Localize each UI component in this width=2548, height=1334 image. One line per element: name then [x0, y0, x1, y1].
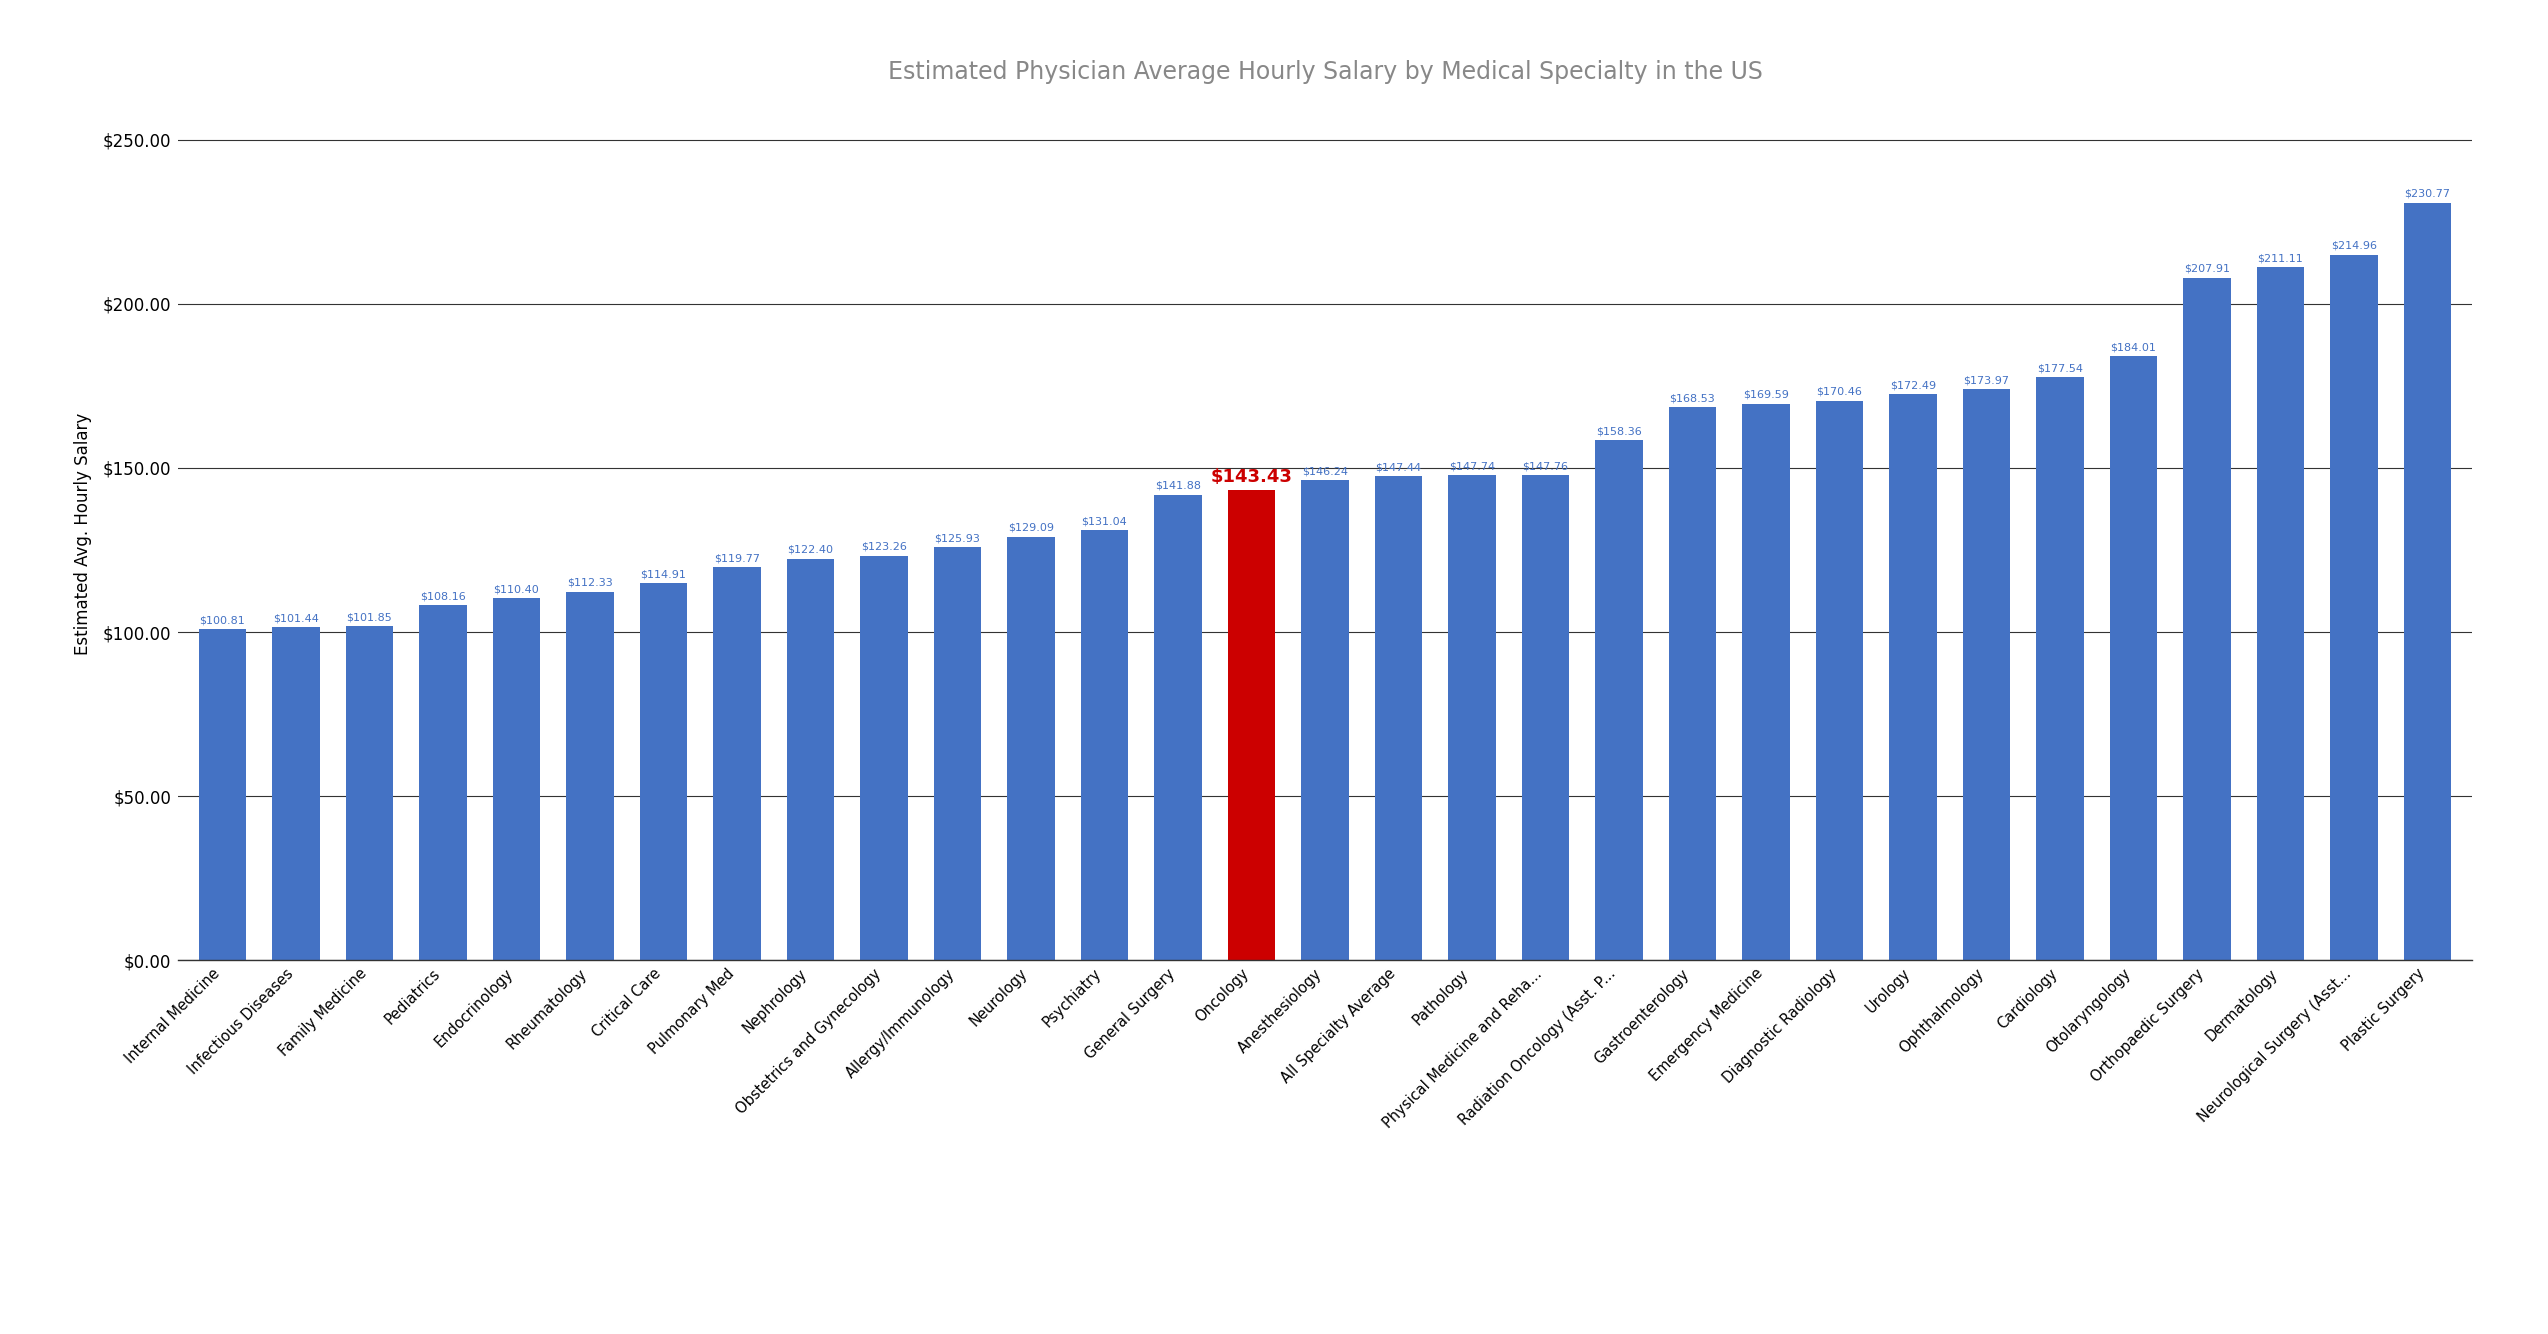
Bar	[2110, 356, 2158, 960]
Text: $141.88: $141.88	[1154, 480, 1200, 491]
Bar	[1595, 440, 1643, 960]
Text: $123.26: $123.26	[861, 542, 907, 552]
Text: $172.49: $172.49	[1891, 380, 1936, 390]
Bar	[1669, 407, 1717, 960]
Bar	[1154, 495, 1203, 960]
Bar	[1521, 475, 1570, 960]
Bar	[1817, 400, 1863, 960]
Text: $207.91: $207.91	[2184, 264, 2230, 273]
Bar	[273, 627, 321, 960]
Bar	[1888, 394, 1936, 960]
Text: $230.77: $230.77	[2405, 189, 2451, 199]
Bar	[418, 606, 466, 960]
Text: $125.93: $125.93	[935, 534, 981, 543]
Text: $158.36: $158.36	[1595, 427, 1641, 436]
Text: $169.59: $169.59	[1743, 390, 1789, 400]
Bar	[1447, 475, 1496, 960]
Bar	[347, 626, 392, 960]
Bar	[2329, 255, 2377, 960]
Bar	[1962, 390, 2010, 960]
Bar	[713, 567, 762, 960]
Text: $112.33: $112.33	[568, 578, 614, 588]
Text: $119.77: $119.77	[713, 554, 759, 563]
Bar	[492, 598, 540, 960]
Text: $108.16: $108.16	[420, 591, 466, 602]
Y-axis label: Estimated Avg. Hourly Salary: Estimated Avg. Hourly Salary	[74, 412, 92, 655]
Text: $114.91: $114.91	[640, 570, 685, 579]
Text: $101.85: $101.85	[347, 612, 392, 622]
Bar	[1006, 536, 1055, 960]
Text: $184.01: $184.01	[2110, 343, 2156, 352]
Text: $100.81: $100.81	[199, 615, 245, 626]
Text: $147.44: $147.44	[1376, 463, 1422, 472]
Bar	[1228, 490, 1277, 960]
Bar	[933, 547, 981, 960]
Bar	[2036, 378, 2084, 960]
Text: $173.97: $173.97	[1965, 375, 2010, 386]
Text: $177.54: $177.54	[2036, 364, 2082, 374]
Bar	[861, 556, 907, 960]
Bar	[566, 591, 614, 960]
Bar	[787, 559, 833, 960]
Text: $214.96: $214.96	[2331, 240, 2377, 251]
Bar	[2184, 277, 2232, 960]
Text: $170.46: $170.46	[1817, 387, 1863, 396]
Bar	[199, 630, 247, 960]
Title: Estimated Physician Average Hourly Salary by Medical Specialty in the US: Estimated Physician Average Hourly Salar…	[887, 60, 1763, 84]
Bar	[1373, 476, 1422, 960]
Text: $101.44: $101.44	[273, 614, 318, 623]
Bar	[640, 583, 688, 960]
Text: $131.04: $131.04	[1080, 516, 1126, 526]
Text: $147.74: $147.74	[1450, 462, 1496, 471]
Bar	[1743, 404, 1789, 960]
Text: $129.09: $129.09	[1009, 523, 1055, 532]
Text: $110.40: $110.40	[494, 584, 540, 594]
Text: $211.11: $211.11	[2258, 253, 2303, 263]
Text: $146.24: $146.24	[1302, 467, 1348, 476]
Text: $143.43: $143.43	[1210, 467, 1292, 486]
Bar	[2403, 203, 2451, 960]
Text: $122.40: $122.40	[787, 544, 833, 555]
Bar	[2258, 267, 2303, 960]
Bar	[1080, 530, 1129, 960]
Bar	[1302, 480, 1348, 960]
Text: $147.76: $147.76	[1524, 462, 1570, 471]
Text: $168.53: $168.53	[1669, 394, 1715, 403]
